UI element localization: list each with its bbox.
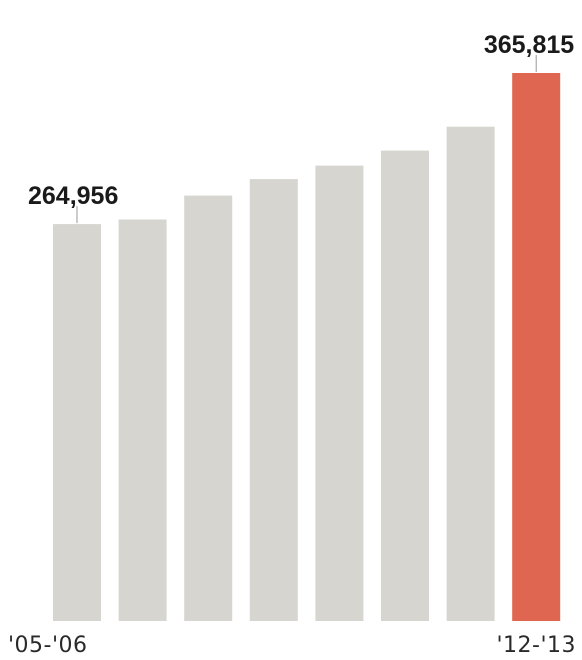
bar-3 xyxy=(249,179,298,621)
bar-0 xyxy=(53,224,101,621)
bar-4 xyxy=(315,165,364,621)
data-label-7: 365,815 xyxy=(484,31,574,59)
bars-group xyxy=(53,73,561,621)
leader-lines-group xyxy=(76,55,537,224)
x-tick-label-7: '12-'13 xyxy=(496,633,576,658)
bar-5 xyxy=(381,150,429,621)
x-tick-label-0: '05-'06 xyxy=(8,633,88,658)
bar-6 xyxy=(446,126,495,621)
data-labels-group: 264,956 365,815 xyxy=(28,31,574,210)
bar-7 xyxy=(512,73,561,621)
data-label-0: 264,956 xyxy=(28,182,118,210)
bar-2 xyxy=(184,195,233,621)
bar-1 xyxy=(118,219,167,621)
x-tick-labels-group: '05-'06 '12-'13 xyxy=(8,633,576,658)
